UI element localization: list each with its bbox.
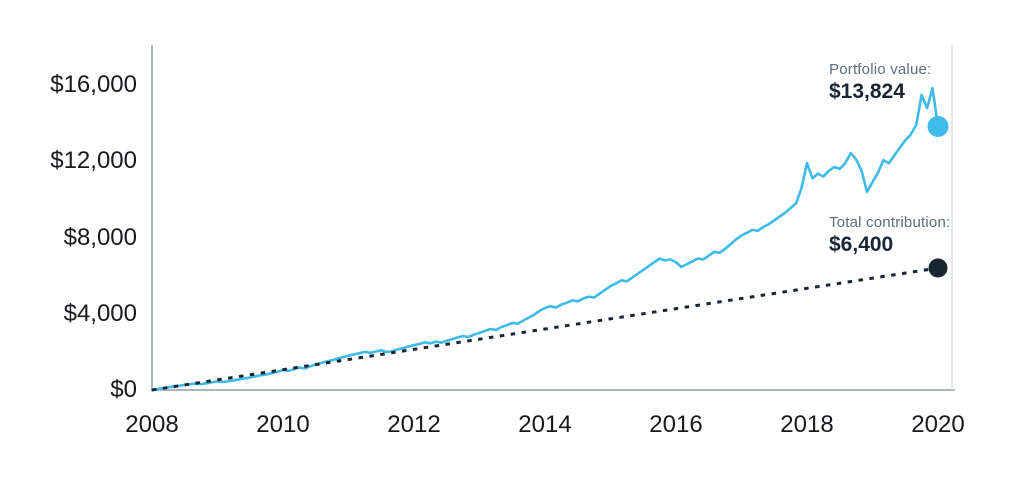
- y-tick-0: $0: [110, 376, 137, 403]
- portfolio-line-series: [150, 86, 940, 392]
- x-tick-2012: 2012: [387, 411, 441, 438]
- x-tick-2018: 2018: [780, 411, 834, 438]
- total-contribution-amount: $6,400: [829, 233, 894, 256]
- y-tick-12000: $12,000: [50, 147, 137, 174]
- contribution-line-series: [151, 266, 939, 392]
- y-tick-4000: $4,000: [63, 300, 137, 327]
- total-contribution-label: Total contribution:: [829, 214, 951, 231]
- x-tick-2008: 2008: [125, 411, 179, 438]
- x-tick-2014: 2014: [518, 411, 572, 438]
- portfolio-value-label: Portfolio value:: [829, 61, 932, 78]
- y-tick-8000: $8,000: [63, 224, 137, 251]
- x-tick-2020: 2020: [911, 411, 965, 438]
- portfolio-endpoint-dot: [927, 115, 949, 137]
- portfolio-value-amount: $13,824: [829, 80, 905, 103]
- x-tick-2016: 2016: [649, 411, 703, 438]
- x-tick-2010: 2010: [256, 411, 310, 438]
- y-tick-16000: $16,000: [50, 71, 137, 98]
- contribution-endpoint-dot: [928, 258, 948, 278]
